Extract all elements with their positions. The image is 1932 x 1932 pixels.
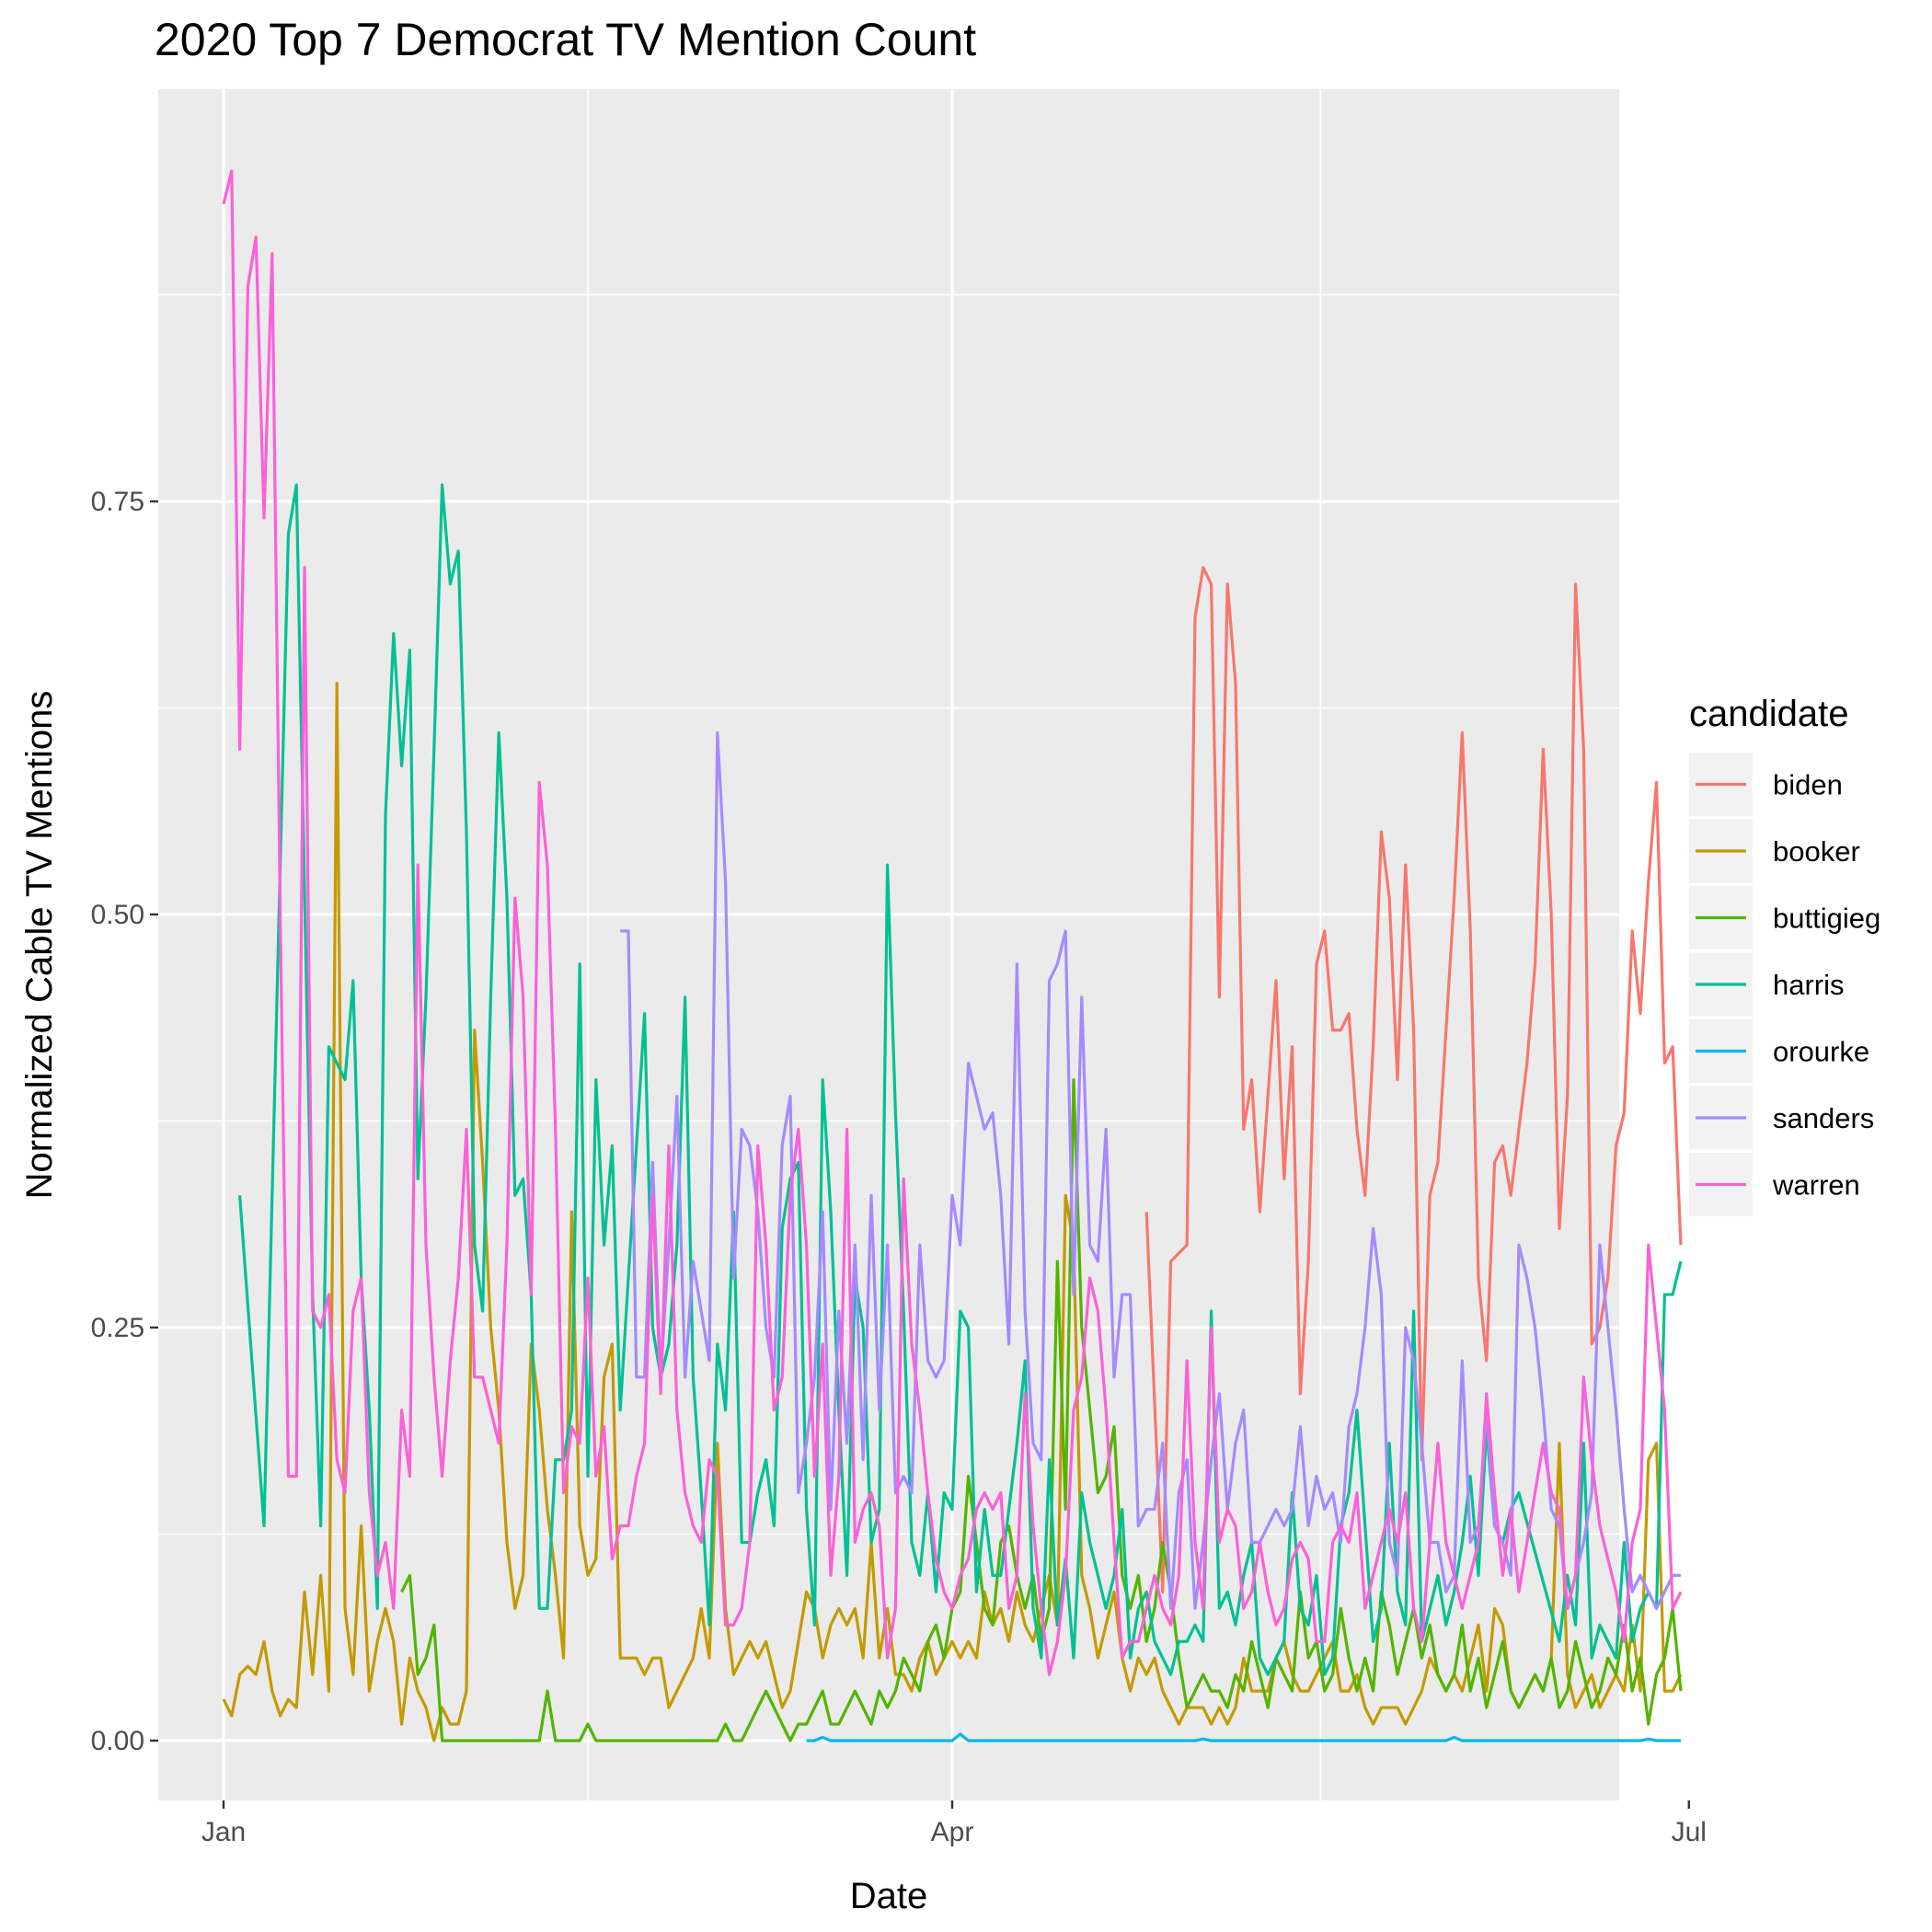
y-axis: 0.00 0.25 0.50 0.75 xyxy=(91,487,158,1756)
legend-label-warren: warren xyxy=(1772,1169,1860,1202)
legend-label-booker: booker xyxy=(1773,835,1860,868)
x-axis-title: Date xyxy=(850,1876,928,1916)
x-axis: Jan Apr Jul xyxy=(201,1800,1707,1847)
y-tick-label: 0.75 xyxy=(91,487,144,517)
legend-label-orourke: orourke xyxy=(1773,1036,1869,1068)
x-tick-label: Jan xyxy=(201,1817,246,1847)
legend-label-sanders: sanders xyxy=(1773,1102,1874,1134)
x-tick-label: Apr xyxy=(931,1817,974,1847)
y-axis-title: Normalized Cable TV Mentions xyxy=(19,691,60,1200)
legend-label-biden: biden xyxy=(1773,769,1843,801)
legend: candidate biden booker buttigieg harris orou… xyxy=(1689,694,1880,1216)
chart-title: 2020 Top 7 Democrat TV Mention Count xyxy=(155,14,976,65)
series-line-warren xyxy=(222,169,1683,1676)
legend-label-buttigieg: buttigieg xyxy=(1773,903,1880,935)
x-tick-label: Jul xyxy=(1672,1817,1707,1847)
y-tick-label: 0.50 xyxy=(91,900,144,930)
series-line-harris xyxy=(238,483,1683,1676)
series-line-sanders xyxy=(620,730,1681,1610)
legend-title: candidate xyxy=(1689,694,1848,734)
series-lines xyxy=(222,169,1683,1742)
y-tick-label: 0.00 xyxy=(91,1726,144,1756)
series-line-orourke xyxy=(806,1732,1681,1742)
y-tick-label: 0.25 xyxy=(91,1313,144,1343)
legend-label-harris: harris xyxy=(1773,969,1845,1001)
